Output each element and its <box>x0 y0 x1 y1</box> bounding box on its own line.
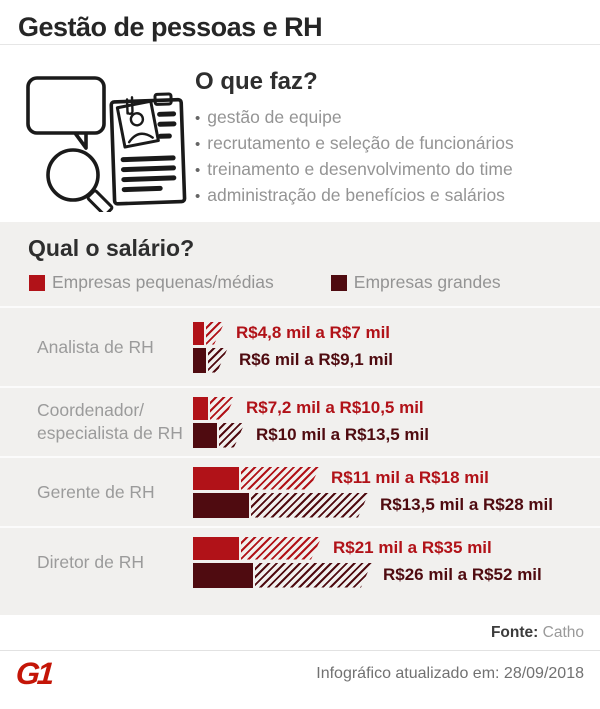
what-content: O que faz? • gestão de equipe • recrutamen… <box>195 45 514 222</box>
salary-heading: Qual o salário? <box>28 235 195 261</box>
bar-solid-segment <box>193 321 204 345</box>
bar-value-label: R$7,2 mil a R$10,5 mil <box>246 398 424 417</box>
bar-value-label: R$6 mil a R$9,1 mil <box>239 350 394 369</box>
bar-large-companies: R$13,5 mil a R$28 mil <box>193 492 553 518</box>
bar-solid-segment <box>193 562 253 588</box>
legend-item-large-companies: Empresas grandes <box>330 272 501 293</box>
bar-hatched-segment <box>251 493 369 518</box>
row-label: Diretor de RH <box>37 551 144 572</box>
speech-bubble-icon <box>26 76 106 150</box>
bar-small-companies: R$11 mil a R$18 mil <box>193 466 553 490</box>
bar-large-companies: R$10 mil a R$13,5 mil <box>193 422 429 448</box>
bar-hatched-segment <box>241 537 322 560</box>
page-title: Gestão de pessoas e RH <box>18 12 323 42</box>
salary-row-diretor: Diretor de RH R$21 mil a R$35 mil R$26 m… <box>0 526 600 596</box>
legend-item-small-companies: Empresas pequenas/médias <box>29 272 274 293</box>
source-value: Catho <box>542 624 584 641</box>
chart-legend: Empresas pequenas/médias Empresas grande… <box>0 272 600 293</box>
legend-label: Empresas pequenas/médias <box>52 272 274 292</box>
bar-group: R$4,8 mil a R$7 mil R$6 mil a R$9,1 mil <box>193 321 394 373</box>
bar-value-label: R$13,5 mil a R$28 mil <box>380 495 553 514</box>
what-section: O que faz? • gestão de equipe • recrutamen… <box>0 45 600 222</box>
bar-solid-segment <box>193 422 217 448</box>
bar-value-label: R$26 mil a R$52 mil <box>383 565 542 584</box>
bar-solid-segment <box>193 347 206 373</box>
bullet-item: • gestão de equipe <box>195 105 514 131</box>
bar-group: R$11 mil a R$18 mil R$13,5 mil a R$28 mi… <box>193 466 553 518</box>
bullet-item: • treinamento e desenvolvimento do time <box>195 157 514 183</box>
salary-row-coordenador: Coordenador/ especialista de RH R$7,2 mi… <box>0 386 600 456</box>
bar-hatched-segment <box>208 348 228 373</box>
source-bar: Fonte: Catho <box>0 615 600 651</box>
bar-small-companies: R$7,2 mil a R$10,5 mil <box>193 396 429 420</box>
salary-row-analista: Analista de RH R$4,8 mil a R$7 mil R$6 m… <box>0 306 600 386</box>
resume-clipboard-icon <box>109 92 187 206</box>
row-label: Coordenador/ especialista de RH <box>37 400 183 443</box>
hr-icons-svg <box>26 76 187 212</box>
bar-hatched-segment <box>219 423 245 448</box>
source-label: Fonte: <box>490 624 539 641</box>
bar-large-companies: R$26 mil a R$52 mil <box>193 562 542 588</box>
bar-solid-segment <box>193 492 249 518</box>
bar-hatched-segment <box>210 397 235 420</box>
bar-value-label: R$4,8 mil a R$7 mil <box>236 323 391 342</box>
bottom-bar: G1 Infográfico atualizado em: 28/09/2018 <box>0 651 600 697</box>
bullet-item: • administração de benefícios e salários <box>195 183 514 209</box>
bar-small-companies: R$4,8 mil a R$7 mil <box>193 321 393 345</box>
salary-section: Qual o salário? Empresas pequenas/médias… <box>0 222 600 615</box>
bullet-dot: • <box>195 188 201 205</box>
header: Gestão de pessoas e RH <box>0 0 600 45</box>
bar-solid-segment <box>193 466 239 490</box>
bar-group: R$21 mil a R$35 mil R$26 mil a R$52 mil <box>193 536 542 588</box>
bar-hatched-segment <box>241 467 320 490</box>
magnifier-icon <box>46 148 114 212</box>
bullet-dot: • <box>195 136 201 153</box>
bar-large-companies: R$6 mil a R$9,1 mil <box>193 347 394 373</box>
what-heading: O que faz? <box>195 68 318 95</box>
bar-value-label: R$10 mil a R$13,5 mil <box>256 425 429 444</box>
bar-solid-segment <box>193 536 239 560</box>
what-bullet-list: • gestão de equipe • recrutamento e seleçã… <box>195 105 514 209</box>
bullet-dot: • <box>195 110 201 127</box>
bar-value-label: R$11 mil a R$18 mil <box>331 468 489 487</box>
legend-swatch-darkred <box>330 274 347 291</box>
bar-hatched-segment <box>255 563 372 588</box>
g1-logo: G1 <box>14 656 53 691</box>
salary-row-gerente: Gerente de RH R$11 mil a R$18 mil R$13,5… <box>0 456 600 526</box>
bar-solid-segment <box>193 396 208 420</box>
updated-date-text: Infográfico atualizado em: 28/09/2018 <box>316 665 584 682</box>
row-label: Analista de RH <box>37 336 154 357</box>
bar-small-companies: R$21 mil a R$35 mil <box>193 536 542 560</box>
legend-swatch-red <box>29 274 45 291</box>
bar-hatched-segment <box>206 322 225 345</box>
bar-value-label: R$21 mil a R$35 mil <box>333 538 492 557</box>
bar-group: R$7,2 mil a R$10,5 mil R$10 mil a R$13,5… <box>193 396 429 448</box>
bullet-item: • recrutamento e seleção de funcionários <box>195 131 514 157</box>
row-label: Gerente de RH <box>37 481 155 502</box>
hr-icons-illustration <box>0 45 195 222</box>
bullet-dot: • <box>195 162 201 179</box>
legend-label: Empresas grandes <box>353 272 501 292</box>
